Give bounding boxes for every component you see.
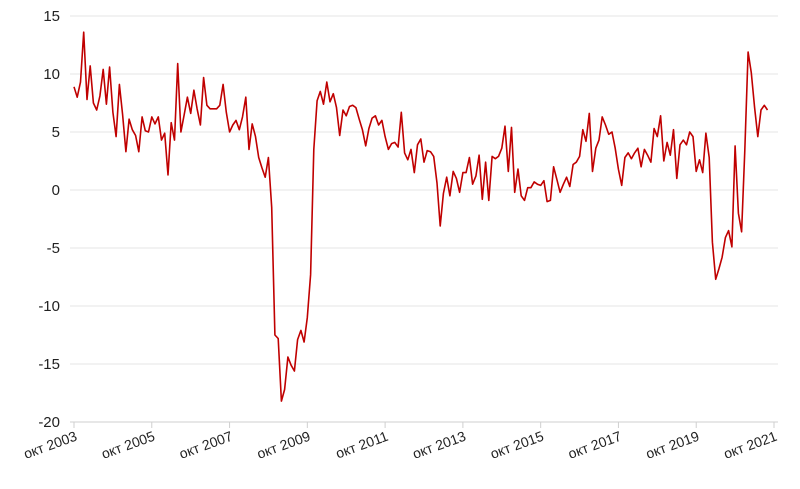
x-tick-label: окт 2015	[488, 428, 546, 462]
y-tick-label: 5	[52, 124, 60, 141]
y-tick-label: 0	[52, 182, 60, 199]
y-tick-label: 10	[43, 66, 60, 83]
x-tick-label: окт 2021	[721, 428, 779, 462]
x-tick-label: окт 2005	[99, 428, 157, 462]
y-tick-label: -10	[38, 298, 60, 315]
x-tick-label: окт 2007	[177, 428, 235, 462]
y-tick-label: -5	[47, 240, 60, 257]
grid	[70, 15, 778, 365]
x-tick-label: окт 2017	[566, 428, 624, 462]
y-tick-label: -15	[38, 356, 60, 373]
x-tick-label: окт 2003	[21, 428, 79, 462]
x-tick-label: окт 2013	[410, 428, 468, 462]
y-tick-label: 15	[43, 8, 60, 25]
x-tick-label: окт 2019	[644, 428, 702, 462]
x-tick-label: окт 2011	[333, 428, 390, 462]
x-tick-label: окт 2009	[255, 428, 313, 462]
y-tick-label: -20	[38, 414, 60, 431]
x-axis-ticks: окт 2003 окт 2005 окт 2007 окт 2009 окт 2011…	[21, 422, 779, 462]
series-line	[73, 31, 769, 402]
y-axis-ticks: -20 -15 -10 -5 0 5 10 15	[38, 8, 60, 431]
